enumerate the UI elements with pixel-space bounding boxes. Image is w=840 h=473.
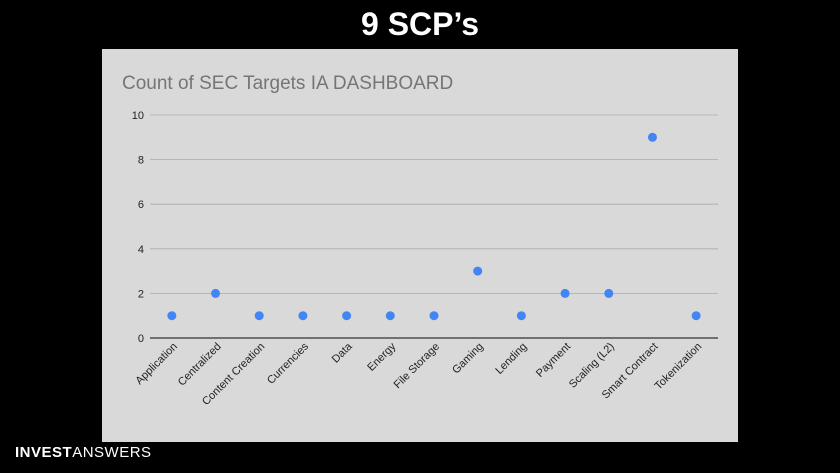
brand-answers: ANSWERS [72, 444, 152, 461]
x-tick-label: Payment [534, 341, 573, 380]
data-point [429, 311, 439, 321]
y-tick-label: 0 [138, 333, 144, 345]
chart-title: Count of SEC Targets IA DASHBOARD [122, 73, 453, 94]
x-tick-label: File Storage [392, 341, 442, 391]
data-point [560, 288, 570, 298]
data-point [647, 132, 657, 142]
y-tick-label: 6 [138, 199, 144, 211]
x-tick-label: Gaming [450, 341, 486, 377]
data-point [298, 311, 308, 321]
x-tick-label: Currencies [265, 340, 311, 386]
brand-invest: INVEST [15, 444, 73, 461]
data-point [691, 311, 701, 321]
chart-grid [150, 114, 718, 339]
y-axis-ticks: 0 2 4 6 8 10 [132, 110, 144, 345]
y-tick-label: 4 [138, 244, 144, 256]
data-point [167, 311, 177, 321]
chart-panel: Count of SEC Targets IA DASHBOARD 0 2 4 6 8 1… [102, 49, 738, 442]
x-tick-label: Application [133, 341, 180, 388]
scatter-chart: Count of SEC Targets IA DASHBOARD 0 2 4 6 8 1… [122, 73, 718, 408]
x-tick-label: Data [330, 340, 356, 366]
data-point [516, 311, 526, 321]
data-point [342, 311, 352, 321]
data-point [211, 288, 221, 298]
data-point [473, 266, 483, 276]
slide-title: 9 SCP’s [361, 6, 479, 42]
y-tick-label: 8 [138, 155, 144, 167]
x-tick-label: Energy [365, 340, 398, 373]
data-point [385, 311, 395, 321]
data-point [604, 288, 614, 298]
x-tick-label: Tokenization [653, 341, 705, 393]
x-tick-label: Lending [493, 341, 529, 377]
x-tick-label: Centralized [176, 341, 224, 389]
data-point [254, 311, 264, 321]
data-points [167, 132, 701, 321]
y-tick-label: 2 [138, 288, 144, 300]
y-tick-label: 10 [132, 110, 144, 122]
brand-logo: INVESTANSWERS [15, 444, 152, 461]
